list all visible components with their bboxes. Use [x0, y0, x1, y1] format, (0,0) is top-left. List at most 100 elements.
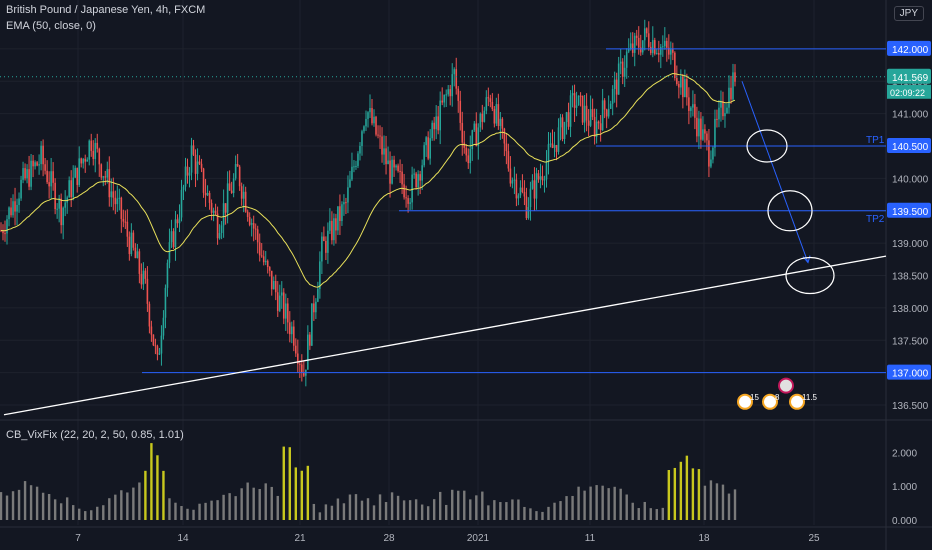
candle-body: [116, 198, 119, 205]
candle-body: [120, 197, 123, 219]
candle-body: [563, 121, 566, 140]
candle-body: [180, 189, 183, 218]
candle-body: [353, 166, 355, 168]
vix-bar: [571, 495, 574, 520]
candle-body: [114, 197, 117, 205]
candle-body: [28, 169, 30, 187]
candle-body: [48, 182, 50, 187]
candle-body: [603, 100, 606, 110]
candle-body: [232, 178, 235, 193]
time-tick: 2021: [467, 533, 490, 544]
candle-body: [272, 280, 275, 290]
candle-body: [20, 179, 22, 199]
vix-bar: [378, 494, 382, 520]
candle-body: [403, 184, 405, 198]
vix-bar: [481, 491, 484, 520]
candle-body: [696, 117, 698, 137]
candle-body: [148, 303, 151, 327]
tp-label: TP2: [866, 214, 885, 225]
candle-body: [399, 170, 401, 172]
candle-body: [621, 61, 624, 77]
vix-bar: [282, 446, 285, 520]
candle-body: [32, 160, 34, 167]
vix-bar: [553, 502, 556, 520]
vix-bar: [156, 455, 159, 520]
time-tick: 11: [585, 533, 596, 544]
vix-bar: [685, 455, 689, 520]
candle-body: [676, 78, 678, 84]
symbol-title[interactable]: British Pound / Japanese Yen, 4h, FXCM: [6, 4, 206, 16]
vix-bar: [505, 502, 508, 520]
candle-body: [551, 143, 554, 148]
vix-bar: [721, 484, 725, 520]
candle-body: [613, 79, 616, 89]
candle-body: [575, 105, 578, 108]
candle-body: [545, 161, 548, 180]
vix-bar: [511, 499, 514, 520]
candle-body: [86, 159, 89, 162]
candle-body: [172, 231, 175, 248]
candle-body: [503, 128, 506, 144]
candle-body: [349, 179, 351, 188]
vix-bar: [517, 499, 520, 520]
vix-bar: [174, 502, 177, 520]
candle-body: [12, 201, 14, 216]
candle-body: [555, 145, 558, 152]
vix-bar: [727, 493, 731, 520]
currency-label[interactable]: JPY: [893, 6, 924, 21]
candle-body: [276, 292, 279, 311]
uk-flag-icon: [778, 377, 794, 394]
candle-body: [666, 40, 668, 48]
candle-body: [156, 346, 159, 355]
vix-bar: [390, 492, 394, 520]
vix-bar: [426, 506, 430, 520]
level-price-label: [887, 40, 931, 56]
candle-body: [186, 166, 189, 176]
vix-bar: [643, 501, 646, 520]
candle-body: [176, 219, 179, 224]
candle-body: [517, 195, 520, 199]
candle-body: [583, 105, 586, 123]
candle-body: [345, 202, 347, 204]
vix-bar: [78, 508, 81, 520]
candle-body: [192, 145, 195, 155]
candle-body: [447, 89, 450, 95]
candle-body: [461, 122, 464, 143]
candle-body: [62, 207, 64, 226]
candle-body: [541, 176, 544, 181]
vix-bar: [29, 485, 33, 520]
candle-body: [154, 345, 157, 347]
candle-body: [325, 241, 327, 253]
candle-body: [625, 51, 628, 68]
time-tick: 7: [75, 533, 81, 544]
candle-body: [704, 129, 706, 134]
candle-body: [529, 188, 532, 208]
level-price-label: [887, 364, 931, 380]
candlestick-series: [0, 19, 736, 387]
candle-body: [734, 72, 736, 82]
time-axis: 7 14 21 28 2021 11 18 25: [0, 526, 932, 544]
candle-body: [335, 218, 337, 231]
candle-body: [317, 288, 319, 302]
candle-body: [449, 89, 452, 97]
vix-bar: [655, 509, 658, 520]
vix-bar: [216, 500, 219, 520]
candle-body: [521, 187, 524, 193]
candle-body: [68, 180, 70, 198]
candle-body: [8, 207, 10, 220]
candle-body: [174, 219, 177, 248]
vix-bar: [469, 499, 472, 520]
ema-legend[interactable]: EMA (50, close, 0): [6, 20, 96, 32]
vixfix-legend[interactable]: CB_VixFix (22, 20, 2, 50, 0.85, 1.01): [6, 429, 184, 441]
candle-body: [18, 198, 20, 205]
candle-body: [684, 79, 686, 98]
candle-body: [377, 134, 379, 136]
candle-body: [609, 103, 612, 109]
candle-body: [301, 364, 303, 373]
candle-body: [543, 179, 546, 181]
candle-body: [40, 145, 42, 165]
candle-body: [571, 93, 574, 96]
candle-body: [204, 192, 207, 196]
candle-body: [206, 192, 209, 196]
